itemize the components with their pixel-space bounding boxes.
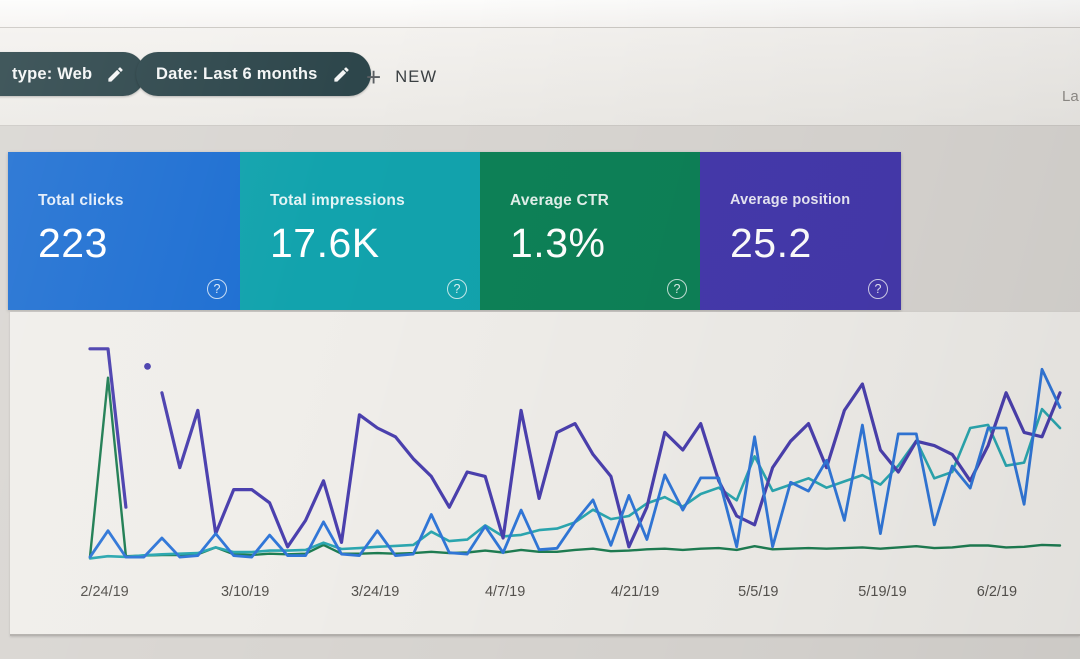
filter-chip-search-type[interactable]: type: Web (0, 52, 146, 96)
series-line-average-position (160, 382, 1062, 549)
header-bar: type: Web Date: Last 6 months + NEW La (0, 28, 1080, 126)
performance-chart-card: 2/24/19 3/10/19 3/24/19 4/7/19 4/21/19 5/5/19… (10, 312, 1080, 636)
x-axis-label: 4/21/19 (610, 584, 660, 600)
x-axis-label: 2/24/19 (80, 584, 129, 600)
series-point-average-position (144, 363, 151, 370)
edit-icon (108, 66, 123, 82)
x-axis-label: 5/19/19 (858, 584, 907, 600)
metric-cards: Total clicks 223 ? Total impressions 17.… (8, 152, 901, 310)
metric-card-title: Average position (730, 192, 851, 208)
monitor-glare-band (0, 0, 1080, 28)
metric-card-title: Total clicks (38, 192, 124, 209)
metric-card-title: Total impressions (270, 192, 405, 209)
metric-card-average-position[interactable]: Average position 25.2 ? (700, 152, 901, 310)
metric-card-value: 25.2 (730, 220, 812, 266)
x-axis-label: 3/24/19 (350, 584, 400, 600)
help-icon[interactable]: ? (868, 279, 888, 299)
help-icon[interactable]: ? (447, 279, 467, 299)
x-axis-label: 5/5/19 (738, 584, 779, 600)
filter-chip-search-type-label: type: Web (12, 64, 93, 83)
filter-chip-date[interactable]: Date: Last 6 months (136, 52, 371, 96)
filter-chip-date-label: Date: Last 6 months (156, 64, 318, 83)
help-icon[interactable]: ? (207, 279, 227, 299)
series-line-average-position (88, 347, 128, 509)
metric-card-total-clicks[interactable]: Total clicks 223 ? (8, 152, 240, 310)
plus-icon: + (366, 62, 382, 92)
metric-card-value: 1.3% (510, 220, 606, 266)
series-line-total-clicks (88, 367, 1062, 559)
help-icon[interactable]: ? (667, 279, 687, 299)
metric-card-value: 17.6K (270, 220, 380, 266)
x-axis-label: 6/2/19 (976, 584, 1018, 600)
metric-card-title: Average CTR (510, 192, 609, 209)
last-updated-text: La (1062, 88, 1079, 105)
new-filter-button[interactable]: + NEW (360, 62, 443, 92)
new-filter-label: NEW (395, 67, 438, 86)
x-axis: 2/24/19 3/10/19 3/24/19 4/7/19 4/21/19 5/5/19… (10, 584, 1080, 614)
metric-card-average-ctr[interactable]: Average CTR 1.3% ? (480, 152, 700, 310)
edit-icon (333, 66, 349, 82)
x-axis-label: 3/10/19 (220, 584, 270, 600)
metric-card-value: 223 (38, 220, 108, 266)
metric-card-total-impressions[interactable]: Total impressions 17.6K ? (240, 152, 480, 310)
x-axis-label: 4/7/19 (484, 584, 526, 600)
series-line-average-ctr (88, 376, 1062, 559)
series-line-total-impressions (88, 407, 1062, 560)
performance-chart[interactable] (10, 322, 1080, 582)
